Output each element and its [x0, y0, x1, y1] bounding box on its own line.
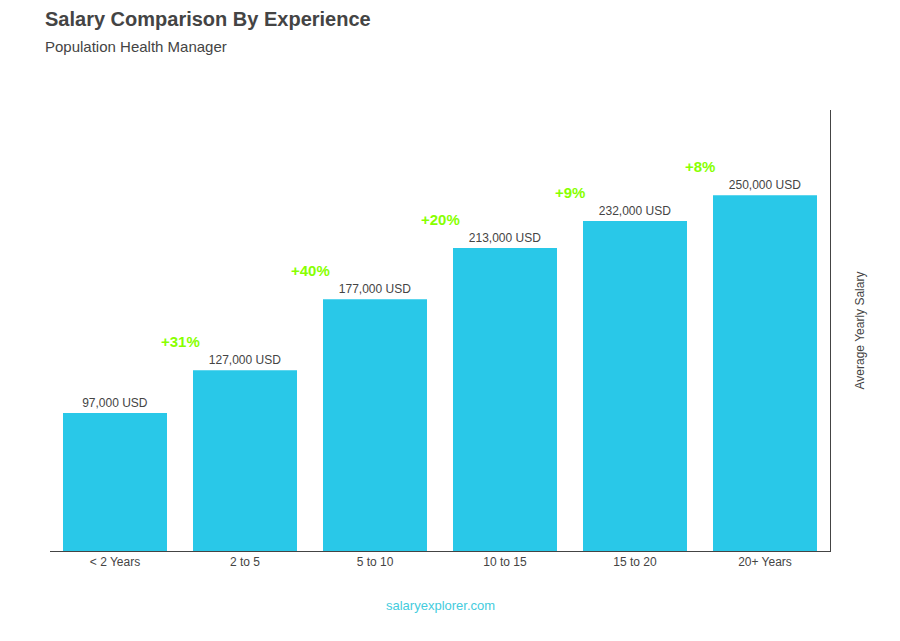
svg-text:213,000 USD: 213,000 USD: [469, 231, 541, 245]
svg-text:97,000 USD: 97,000 USD: [82, 396, 148, 410]
svg-text:salaryexplorer.com: salaryexplorer.com: [386, 598, 495, 613]
svg-text:+8%: +8%: [685, 158, 715, 175]
svg-text:Salary Comparison By Experienc: Salary Comparison By ExperiencePopulatio…: [45, 8, 371, 55]
svg-text:+40%: +40%: [291, 262, 330, 279]
svg-text:Average Yearly Salary: Average Yearly Salary: [853, 272, 867, 390]
svg-text:+9%: +9%: [555, 184, 585, 201]
svg-text:2 to 5: 2 to 5: [230, 555, 260, 569]
svg-text:232,000 USD: 232,000 USD: [599, 204, 671, 218]
svg-text:250,000 USD: 250,000 USD: [729, 178, 801, 192]
svg-text:20+ Years: 20+ Years: [738, 555, 792, 569]
svg-text:< 2 Years: < 2 Years: [90, 555, 140, 569]
svg-text:15 to 20: 15 to 20: [613, 555, 657, 569]
svg-text:127,000 USD: 127,000 USD: [209, 353, 281, 367]
svg-text:5 to 10: 5 to 10: [357, 555, 394, 569]
svg-text:10 to 15: 10 to 15: [483, 555, 527, 569]
svg-text:177,000 USD: 177,000 USD: [339, 282, 411, 296]
svg-text:+31%: +31%: [161, 333, 200, 350]
svg-text:+20%: +20%: [421, 211, 460, 228]
